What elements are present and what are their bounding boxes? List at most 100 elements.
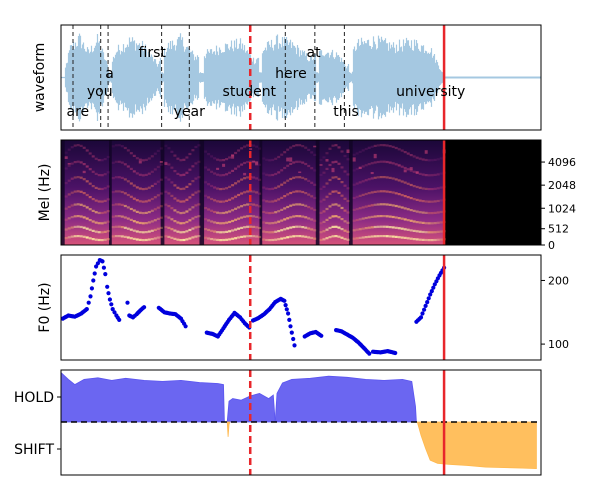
mel-harmonic xyxy=(406,182,410,185)
mel-harmonic xyxy=(246,203,250,206)
mel-harmonic xyxy=(319,187,323,190)
mel-harmonic xyxy=(97,222,101,225)
mel-harmonic xyxy=(159,178,163,181)
mel-noise xyxy=(331,167,335,173)
mel-harmonic xyxy=(210,184,214,188)
mel-harmonic xyxy=(182,231,186,234)
mel-harmonic xyxy=(225,230,229,233)
mel-harmonic xyxy=(307,164,311,168)
mel-harmonic xyxy=(340,236,344,239)
mel-harmonic xyxy=(403,207,407,210)
mel-harmonic xyxy=(352,229,356,232)
mel-gap-1 xyxy=(109,140,112,245)
mel-harmonic xyxy=(403,181,407,184)
mel-harmonic xyxy=(73,144,77,147)
mel-harmonic xyxy=(111,215,115,218)
mel-harmonic xyxy=(322,171,326,174)
mel-harmonic xyxy=(219,159,223,162)
mel-harmonic xyxy=(114,176,118,179)
mel-harmonic xyxy=(213,221,217,224)
mel-harmonic xyxy=(352,219,356,222)
mel-harmonic xyxy=(304,146,308,149)
mel-harmonic xyxy=(213,210,217,214)
mel-harmonic xyxy=(249,203,253,206)
f0-point xyxy=(103,272,108,277)
mel-harmonic xyxy=(167,216,171,219)
mel-harmonic xyxy=(222,231,226,234)
mel-noise xyxy=(424,150,428,154)
f0-frame-bg xyxy=(61,255,541,360)
mel-harmonic xyxy=(85,165,89,168)
mel-harmonic xyxy=(97,238,101,242)
mel-harmonic xyxy=(361,180,365,183)
mel-harmonic xyxy=(106,155,110,159)
turn-ytick-label-1: SHIFT xyxy=(14,442,54,458)
mel-harmonic xyxy=(379,215,383,218)
mel-noise xyxy=(313,145,317,148)
mel-harmonic xyxy=(91,155,95,158)
mel-harmonic xyxy=(262,210,266,214)
mel-harmonic xyxy=(106,210,110,213)
mel-harmonic xyxy=(400,180,404,183)
mel-harmonic xyxy=(222,159,226,162)
mel-harmonic xyxy=(141,188,145,191)
mel-harmonic xyxy=(358,207,362,210)
mel-harmonic xyxy=(376,225,380,228)
mel-harmonic xyxy=(292,144,296,148)
mel-harmonic xyxy=(340,181,344,184)
mel-harmonic xyxy=(216,211,220,214)
mel-harmonic xyxy=(141,222,145,225)
f0-point xyxy=(100,259,105,264)
mel-harmonic xyxy=(103,238,107,241)
mel-harmonic xyxy=(132,184,136,187)
f0-point xyxy=(428,292,433,297)
mel-harmonic xyxy=(213,199,217,202)
mel-harmonic xyxy=(85,206,89,209)
mel-harmonic xyxy=(388,161,392,164)
mel-harmonic xyxy=(337,216,341,219)
mel-harmonic xyxy=(307,148,311,151)
mel-harmonic xyxy=(280,183,284,186)
mel-harmonic xyxy=(231,229,235,232)
mel-harmonic xyxy=(367,235,371,238)
mel-harmonic xyxy=(409,183,413,187)
mel-harmonic xyxy=(280,229,284,232)
mel-harmonic xyxy=(173,184,177,187)
word-label-9: university xyxy=(396,84,465,100)
mel-harmonic xyxy=(409,219,413,222)
mel-harmonic xyxy=(164,215,168,218)
mel-harmonic xyxy=(216,231,220,234)
mel-harmonic xyxy=(424,174,428,177)
mel-harmonic xyxy=(240,205,244,208)
mel-harmonic xyxy=(228,198,232,201)
mel-noise xyxy=(346,149,350,154)
mel-harmonic xyxy=(67,217,71,220)
mel-harmonic xyxy=(289,226,293,229)
mel-harmonic xyxy=(397,217,401,220)
mel-harmonic xyxy=(240,147,244,150)
turn-panel: HOLD SHIFT xyxy=(14,369,542,476)
mel-harmonic xyxy=(150,197,154,201)
mel-harmonic xyxy=(424,222,428,225)
mel-harmonic xyxy=(319,200,323,203)
mel-harmonic xyxy=(258,205,262,208)
mel-harmonic xyxy=(237,236,241,239)
mel-harmonic xyxy=(415,230,419,233)
mel-harmonic xyxy=(170,228,174,231)
mel-harmonic xyxy=(231,184,235,187)
mel-harmonic xyxy=(376,160,380,164)
mel-harmonic xyxy=(271,187,275,190)
mel-harmonic xyxy=(436,187,440,190)
mel-harmonic xyxy=(322,198,326,201)
mel-harmonic xyxy=(144,173,148,176)
mel-gap-3 xyxy=(199,140,205,245)
mel-harmonic xyxy=(364,147,368,151)
mel-harmonic xyxy=(433,222,437,225)
mel-harmonic xyxy=(114,203,118,206)
mel-harmonic xyxy=(170,218,174,221)
mel-noise xyxy=(352,157,356,162)
mel-harmonic xyxy=(388,190,392,194)
mel-harmonic xyxy=(67,148,71,151)
mel-harmonic xyxy=(150,220,154,223)
mel-harmonic xyxy=(79,176,83,179)
